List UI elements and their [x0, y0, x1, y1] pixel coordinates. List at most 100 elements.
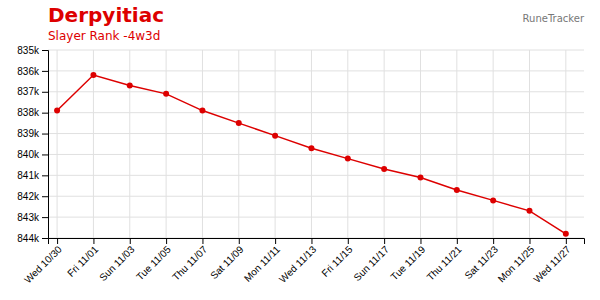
grid-line	[48, 217, 584, 218]
plot-area: Wed 10/30Fri 11/01Sun 11/03Tue 11/05Thu …	[17, 45, 584, 286]
tick-mark	[42, 50, 48, 51]
tick: Wed 10/30	[22, 238, 64, 286]
tick-label: Tue 11/19	[389, 243, 428, 282]
marker	[54, 108, 60, 114]
tick: Wed 11/13	[277, 238, 319, 285]
grid-line	[129, 50, 130, 238]
tick: 842k	[17, 191, 48, 202]
marker	[563, 231, 569, 237]
tick-mark	[348, 238, 349, 244]
tick: 835k	[17, 45, 48, 56]
marks	[54, 72, 569, 237]
tick-label: Sun 11/03	[97, 243, 137, 283]
tick: Wed 11/27	[531, 238, 573, 285]
tick-mark	[93, 238, 94, 244]
tick: 837k	[17, 86, 48, 97]
tick: Tue 11/19	[389, 238, 428, 282]
tick-label: Tue 11/05	[134, 243, 173, 282]
grid-line	[493, 50, 494, 238]
tick-mark	[275, 238, 276, 244]
tick-mark	[493, 238, 494, 244]
tick-mark	[166, 238, 167, 244]
grid-line	[275, 50, 276, 238]
marker	[308, 145, 314, 151]
grid-line	[93, 50, 94, 238]
grid-line	[202, 50, 203, 238]
tick-label: Fri 11/15	[319, 243, 354, 278]
tick-label: 840k	[17, 149, 40, 160]
y-axis: 835k 836k 837k 838k 839k 840k 841k 842k 843k 844k	[17, 45, 48, 244]
tick-label: 836k	[17, 66, 40, 77]
grid-line	[166, 50, 167, 238]
tick-mark	[384, 238, 385, 244]
tick-label: 835k	[17, 45, 40, 56]
tick-mark	[42, 238, 48, 239]
grid-line	[48, 112, 584, 113]
tick-label: Fri 11/01	[65, 243, 100, 278]
tick-label: Thu 11/21	[425, 243, 464, 282]
tick-mark	[57, 238, 58, 244]
grid-line	[565, 50, 566, 238]
axis-line	[49, 239, 585, 245]
chart: Wed 10/30Fri 11/01Sun 11/03Tue 11/05Thu …	[0, 0, 600, 300]
subtitle: Slayer Rank -4w3d	[48, 29, 160, 43]
tick-mark	[457, 238, 458, 244]
marker	[127, 83, 133, 89]
marker	[272, 133, 278, 139]
tick-mark	[42, 92, 48, 93]
marker	[236, 120, 242, 126]
tick-label: 842k	[17, 191, 40, 202]
tick-mark	[42, 71, 48, 72]
tick-label: Mon 11/25	[496, 243, 537, 284]
grid-line	[48, 70, 584, 71]
tick: 836k	[17, 66, 48, 77]
grid-line	[420, 50, 421, 238]
marker	[490, 197, 496, 203]
marker	[526, 208, 532, 214]
marker	[163, 91, 169, 97]
tick: Fri 11/15	[319, 238, 354, 279]
tick-label: 839k	[17, 128, 40, 139]
grid	[48, 50, 584, 238]
tick-mark	[42, 134, 48, 135]
line	[57, 75, 566, 234]
grid-line	[57, 50, 58, 238]
tick-label: 841k	[17, 170, 40, 181]
tick-mark	[42, 196, 48, 197]
annotation: RuneTracker	[523, 13, 585, 24]
tick-label: 837k	[17, 86, 40, 97]
tick-mark	[42, 217, 48, 218]
tick: Tue 11/05	[134, 238, 173, 282]
x-axis: Wed 10/30Fri 11/01Sun 11/03Tue 11/05Thu …	[22, 238, 584, 286]
grid-line	[48, 154, 584, 155]
grid-line	[456, 50, 457, 238]
tick: 838k	[17, 107, 48, 118]
tick: 844k	[17, 233, 48, 244]
tick-mark	[42, 154, 48, 155]
tick-label: Thu 11/07	[170, 243, 209, 282]
tick: Thu 11/07	[170, 238, 209, 283]
grid-line	[347, 50, 348, 238]
tick: Sun 11/03	[97, 238, 137, 283]
tick: Sat 11/09	[208, 238, 246, 281]
marker	[417, 174, 423, 180]
marker	[345, 156, 351, 162]
grid-line	[48, 175, 584, 176]
tick: Fri 11/01	[65, 238, 100, 279]
grid-line	[48, 91, 584, 92]
tick-label: Sun 11/17	[352, 243, 392, 283]
marker	[381, 166, 387, 172]
grid-line	[48, 196, 584, 197]
tick: 843k	[17, 212, 48, 223]
chart-container: Wed 10/30Fri 11/01Sun 11/03Tue 11/05Thu …	[0, 0, 600, 300]
tick-mark	[566, 238, 567, 244]
tick-mark	[42, 175, 48, 176]
tick-label: Sat 11/23	[462, 243, 500, 281]
tick-mark	[529, 238, 530, 244]
grid-line	[48, 50, 584, 51]
tick-label: Wed 11/27	[531, 243, 573, 285]
marker	[199, 108, 205, 114]
grid-line	[384, 50, 385, 238]
tick: 839k	[17, 128, 48, 139]
tick-mark	[311, 238, 312, 244]
